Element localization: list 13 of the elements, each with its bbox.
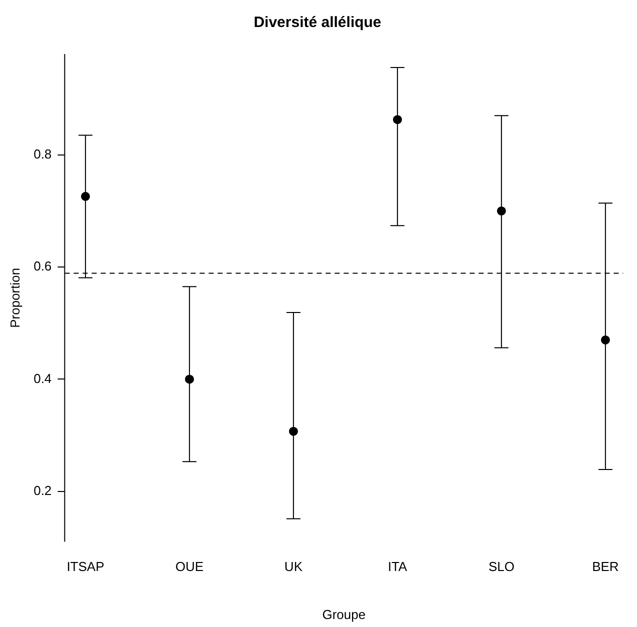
y-tick-label: 0.4 <box>34 370 52 386</box>
x-tick-label: SLO <box>488 559 514 574</box>
x-tick-label: UK <box>284 559 303 574</box>
y-tick-label: 0.6 <box>34 258 52 274</box>
x-tick-label: ITSAP <box>66 559 104 574</box>
x-axis-title: Groupe <box>322 606 366 622</box>
x-tick-label: ITA <box>388 559 408 574</box>
y-axis-title: Proportion <box>7 268 22 328</box>
x-tick-label: BER <box>592 559 619 574</box>
y-tick-label: 0.2 <box>34 482 52 498</box>
chart-title: Diversité allélique <box>254 14 382 32</box>
x-tick-label: OUE <box>175 559 204 574</box>
y-tick-label: 0.8 <box>34 146 52 162</box>
